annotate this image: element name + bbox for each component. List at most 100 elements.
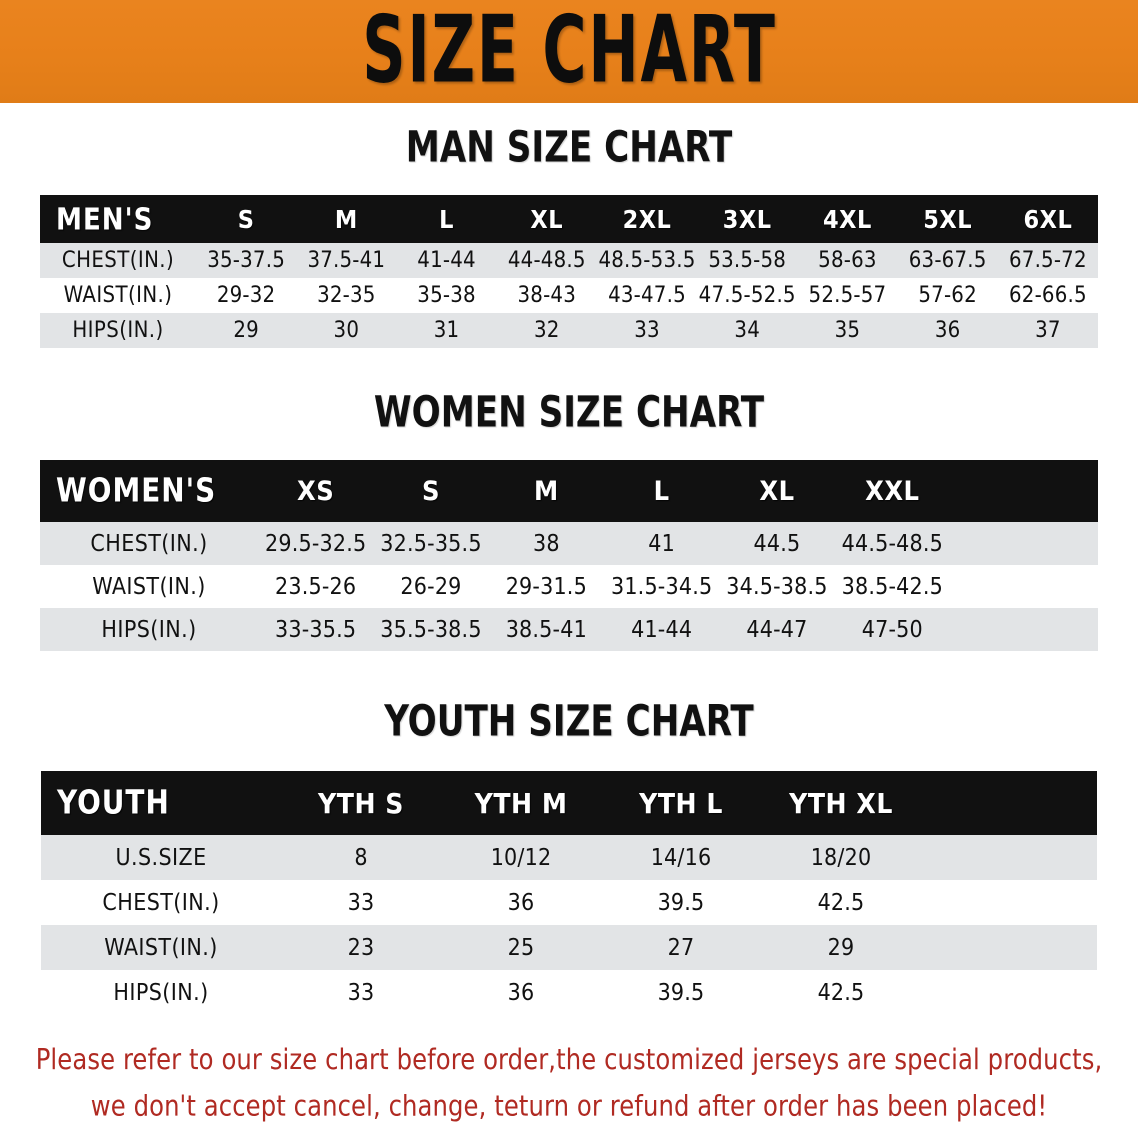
- table-row: CHEST(IN.) 29.5-32.5 32.5-35.5 38 41 44.…: [40, 522, 1098, 565]
- women-hips-m: 38.5-41: [505, 616, 587, 643]
- page-title: SIZE CHART: [361, 0, 777, 103]
- table-row: WAIST(IN.) 29-32 32-35 35-38 38-43 43-47…: [40, 278, 1098, 313]
- table-header-row: WOMEN'S XS S M L XL XXL: [40, 460, 1098, 522]
- women-hips-xs: 33-35.5: [275, 616, 357, 643]
- men-waist-label: WAIST(IN.): [63, 283, 173, 308]
- women-chest-s: 32.5-35.5: [380, 530, 482, 557]
- women-size-col-xs: XS: [297, 475, 335, 507]
- men-chest-6xl: 67.5-72: [1008, 248, 1087, 273]
- table-row: WAIST(IN.) 23 25 27 29: [41, 925, 1097, 970]
- women-header-label: WOMEN'S: [56, 472, 217, 510]
- youth-header-spacer: [921, 771, 1097, 835]
- men-waist-l: 35-38: [417, 283, 476, 308]
- men-hips-3xl: 34: [734, 318, 760, 343]
- men-chest-label: CHEST(IN.): [61, 248, 175, 273]
- youth-waist-m: 25: [507, 934, 535, 961]
- men-size-col-5xl: 5XL: [923, 204, 973, 234]
- women-chest-xs: 29.5-32.5: [264, 530, 367, 557]
- women-waist-m: 29-31.5: [505, 573, 587, 600]
- youth-hips-spacer: [921, 970, 1097, 1015]
- men-size-col-4xl: 4XL: [823, 204, 872, 234]
- youth-ussize-xl: 18/20: [810, 844, 872, 871]
- youth-chest-l: 39.5: [657, 889, 705, 916]
- youth-waist-xl: 29: [827, 934, 855, 961]
- women-hips-spacer: [950, 608, 1098, 651]
- page-banner: SIZE CHART: [0, 0, 1138, 103]
- table-row: U.S.SIZE 8 10/12 14/16 18/20: [41, 835, 1097, 880]
- men-hips-s: 29: [233, 318, 259, 343]
- men-hips-6xl: 37: [1035, 318, 1061, 343]
- women-chest-m: 38: [532, 530, 560, 557]
- youth-hips-s: 33: [347, 979, 375, 1006]
- men-chest-2xl: 48.5-53.5: [598, 248, 696, 273]
- women-size-col-xl: XL: [759, 475, 795, 507]
- men-size-col-3xl: 3XL: [722, 204, 772, 234]
- men-waist-s: 29-32: [216, 283, 276, 308]
- men-hips-m: 30: [333, 318, 360, 343]
- women-waist-xs: 23.5-26: [275, 573, 357, 600]
- men-size-col-l: L: [439, 204, 454, 234]
- table-row: HIPS(IN.) 33 36 39.5 42.5: [41, 970, 1097, 1015]
- disclaimer-line-2: we don't accept cancel, change, teturn o…: [90, 1089, 1048, 1123]
- men-size-col-xl: XL: [530, 204, 564, 234]
- youth-size-table: YOUTH YTH S YTH M YTH L YTH XL U.S.SIZE …: [41, 771, 1097, 1015]
- youth-chest-xl: 42.5: [817, 889, 865, 916]
- table-row: CHEST(IN.) 35-37.5 37.5-41 41-44 44-48.5…: [40, 243, 1098, 278]
- women-size-table: WOMEN'S XS S M L XL XXL CHEST(IN.) 29.5-…: [40, 460, 1098, 651]
- youth-chest-label: CHEST(IN.): [102, 889, 220, 916]
- men-chest-l: 41-44: [417, 248, 476, 273]
- youth-hips-xl: 42.5: [817, 979, 865, 1006]
- men-size-col-s: S: [237, 204, 255, 234]
- youth-hips-label: HIPS(IN.): [113, 979, 209, 1006]
- women-waist-l: 31.5-34.5: [610, 573, 713, 600]
- men-hips-l: 31: [433, 318, 460, 343]
- youth-ussize-s: 8: [354, 844, 368, 871]
- men-size-col-2xl: 2XL: [622, 204, 672, 234]
- youth-section-title: YOUTH SIZE CHART: [384, 696, 754, 746]
- men-hips-2xl: 33: [634, 318, 660, 343]
- youth-ussize-label: U.S.SIZE: [115, 844, 207, 871]
- men-waist-6xl: 62-66.5: [1008, 283, 1087, 308]
- men-chest-m: 37.5-41: [307, 248, 386, 273]
- youth-hips-m: 36: [507, 979, 535, 1006]
- women-waist-xxl: 38.5-42.5: [841, 573, 944, 600]
- man-section-title: MAN SIZE CHART: [405, 122, 733, 172]
- youth-ussize-m: 10/12: [490, 844, 552, 871]
- women-size-col-xxl: XXL: [865, 475, 920, 507]
- women-hips-s: 35.5-38.5: [380, 616, 482, 643]
- youth-ussize-spacer: [921, 835, 1097, 880]
- youth-waist-l: 27: [667, 934, 695, 961]
- youth-chest-spacer: [921, 880, 1097, 925]
- men-size-col-6xl: 6XL: [1023, 204, 1073, 234]
- men-chest-5xl: 63-67.5: [908, 248, 987, 273]
- youth-header-label: YOUTH: [57, 784, 170, 822]
- women-waist-spacer: [950, 565, 1098, 608]
- youth-waist-s: 23: [347, 934, 375, 961]
- women-hips-xxl: 47-50: [861, 616, 923, 643]
- men-waist-m: 32-35: [317, 283, 376, 308]
- youth-waist-spacer: [921, 925, 1097, 970]
- women-size-col-s: S: [421, 475, 440, 507]
- table-row: HIPS(IN.) 33-35.5 35.5-38.5 38.5-41 41-4…: [40, 608, 1098, 651]
- women-hips-label: HIPS(IN.): [101, 616, 197, 643]
- men-hips-label: HIPS(IN.): [72, 318, 164, 343]
- women-chest-l: 41: [648, 530, 676, 557]
- youth-size-col-m: YTH M: [474, 786, 568, 820]
- disclaimer-text: Please refer to our size chart before or…: [24, 1037, 1114, 1130]
- youth-size-col-l: YTH L: [639, 786, 723, 820]
- youth-size-col-s: YTH S: [318, 786, 404, 820]
- men-size-col-m: M: [334, 204, 358, 234]
- table-header-row: MEN'S S M L XL 2XL 3XL 4XL 5XL 6XL: [40, 195, 1098, 243]
- youth-chest-m: 36: [507, 889, 535, 916]
- men-waist-2xl: 43-47.5: [608, 283, 686, 308]
- women-chest-label: CHEST(IN.): [90, 530, 208, 557]
- women-waist-xl: 34.5-38.5: [726, 573, 828, 600]
- disclaimer-line-1: Please refer to our size chart before or…: [35, 1043, 1103, 1077]
- women-hips-l: 41-44: [631, 616, 693, 643]
- table-header-row: YOUTH YTH S YTH M YTH L YTH XL: [41, 771, 1097, 835]
- men-chest-3xl: 53.5-58: [708, 248, 787, 273]
- men-chest-4xl: 58-63: [818, 248, 877, 273]
- men-waist-xl: 38-43: [517, 283, 577, 308]
- women-header-spacer: [950, 460, 1098, 522]
- table-row: WAIST(IN.) 23.5-26 26-29 29-31.5 31.5-34…: [40, 565, 1098, 608]
